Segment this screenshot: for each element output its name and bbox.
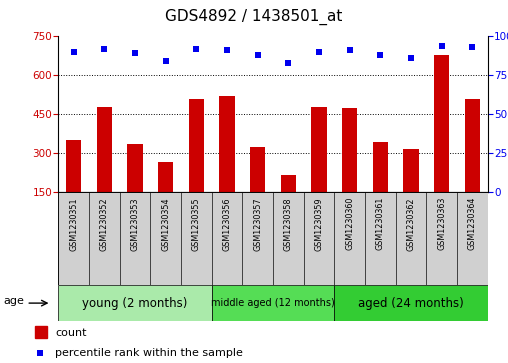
Bar [97,107,112,232]
Text: GSM1230361: GSM1230361 [376,197,385,250]
Text: GSM1230363: GSM1230363 [437,197,446,250]
Bar [334,192,365,285]
Point [101,46,109,52]
Text: GSM1230362: GSM1230362 [406,197,416,250]
Point [253,52,262,58]
Bar [158,162,173,232]
Point [162,58,170,64]
Point [284,60,293,66]
Text: count: count [55,327,87,338]
Text: young (2 months): young (2 months) [82,297,188,310]
Bar [212,285,334,321]
Bar [58,285,212,321]
Text: GSM1230356: GSM1230356 [223,197,232,250]
Bar [465,99,480,232]
Bar [189,99,204,232]
Bar [365,192,396,285]
Bar [304,192,334,285]
Text: GSM1230358: GSM1230358 [284,197,293,250]
Bar [128,144,143,232]
Bar [120,192,150,285]
Point [468,44,477,50]
Bar [58,192,89,285]
Bar [66,140,81,232]
Text: GSM1230352: GSM1230352 [100,197,109,250]
Text: GSM1230355: GSM1230355 [192,197,201,250]
Text: GSM1230351: GSM1230351 [69,197,78,250]
Bar [150,192,181,285]
Bar [334,285,488,321]
Point [437,43,446,49]
Text: age: age [3,296,24,306]
Text: middle aged (12 months): middle aged (12 months) [211,298,335,308]
Bar [89,192,120,285]
Bar [426,192,457,285]
Point [193,46,201,52]
Point [407,55,415,61]
Bar [434,54,450,232]
Bar [242,192,273,285]
Text: GSM1230354: GSM1230354 [161,197,170,250]
Text: aged (24 months): aged (24 months) [358,297,464,310]
Point [223,48,231,53]
Point [70,49,78,55]
Bar [181,192,212,285]
Bar [212,192,242,285]
Bar [311,107,327,232]
Text: GDS4892 / 1438501_at: GDS4892 / 1438501_at [165,9,343,25]
Bar [373,142,388,232]
Bar [396,192,426,285]
Bar [219,96,235,232]
Bar [250,147,265,232]
Point [37,350,45,355]
Text: GSM1230357: GSM1230357 [253,197,262,250]
Text: GSM1230364: GSM1230364 [468,197,477,250]
Point [131,50,139,56]
Bar [403,149,419,232]
Bar [281,175,296,232]
Text: GSM1230359: GSM1230359 [314,197,324,250]
Text: percentile rank within the sample: percentile rank within the sample [55,347,243,358]
Bar [342,108,357,232]
Bar [457,192,488,285]
Text: GSM1230360: GSM1230360 [345,197,354,250]
Point [345,48,354,53]
Bar [35,326,47,338]
Point [376,52,385,58]
Point [315,49,323,55]
Bar [273,192,304,285]
Text: GSM1230353: GSM1230353 [131,197,140,250]
